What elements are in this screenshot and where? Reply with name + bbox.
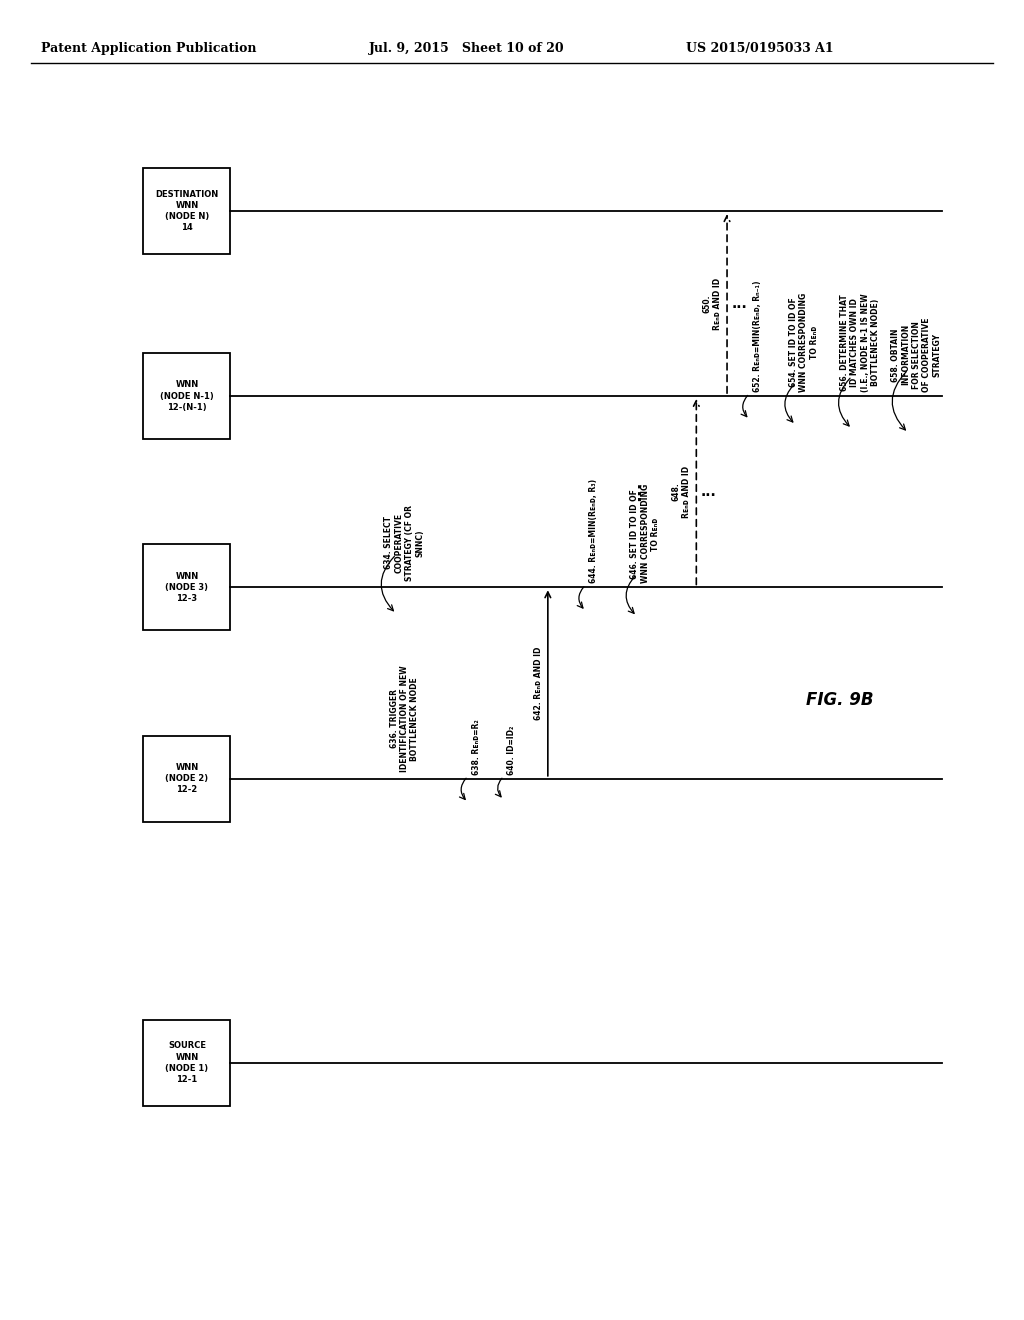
Text: WNN
(NODE 2)
12-2: WNN (NODE 2) 12-2 — [165, 763, 209, 795]
Text: Jul. 9, 2015   Sheet 10 of 20: Jul. 9, 2015 Sheet 10 of 20 — [369, 42, 564, 55]
Text: 638. Rᴇₙᴅ=R₂: 638. Rᴇₙᴅ=R₂ — [472, 719, 480, 775]
Text: SOURCE
WNN
(NODE 1)
12-1: SOURCE WNN (NODE 1) 12-1 — [165, 1041, 209, 1084]
Bar — [143, 737, 230, 821]
Text: 646. SET ID TO ID OF
WNN CORRESPONDING
TO Rᴇₙᴅ: 646. SET ID TO ID OF WNN CORRESPONDING T… — [630, 484, 660, 583]
Text: 648.
Rᴇₙᴅ AND ID: 648. Rᴇₙᴅ AND ID — [672, 466, 691, 517]
Text: ...: ... — [700, 484, 717, 499]
Text: ...: ... — [626, 480, 644, 502]
Text: ...: ... — [731, 297, 748, 310]
Text: WNN
(NODE 3)
12-3: WNN (NODE 3) 12-3 — [166, 572, 208, 603]
Text: 652. Rᴇₙᴅ=MIN(Rᴇₙᴅ, Rₙ₋₁): 652. Rᴇₙᴅ=MIN(Rᴇₙᴅ, Rₙ₋₁) — [754, 281, 762, 392]
Text: DESTINATION
WNN
(NODE N)
14: DESTINATION WNN (NODE N) 14 — [156, 190, 218, 232]
Bar — [143, 354, 230, 438]
Text: 640. ID=ID₂: 640. ID=ID₂ — [508, 726, 516, 775]
Text: 654. SET ID TO ID OF
WNN CORRESPONDING
TO Rᴇₙᴅ: 654. SET ID TO ID OF WNN CORRESPONDING T… — [788, 293, 819, 392]
Bar — [143, 1019, 230, 1106]
Text: FIG. 9B: FIG. 9B — [806, 690, 873, 709]
Text: Patent Application Publication: Patent Application Publication — [41, 42, 256, 55]
Text: 636. TRIGGER
IDENTIFICATION OF NEW
BOTTLENECK NODE: 636. TRIGGER IDENTIFICATION OF NEW BOTTL… — [389, 665, 420, 772]
Text: WNN
(NODE N-1)
12-(N-1): WNN (NODE N-1) 12-(N-1) — [160, 380, 214, 412]
Text: 644. Rᴇₙᴅ=MIN(Rᴇₙᴅ, R₃): 644. Rᴇₙᴅ=MIN(Rᴇₙᴅ, R₃) — [590, 479, 598, 583]
Text: 656. DETERMINE THAT
ID MATCHES OWN ID
(I.E., NODE N-1 IS NEW
BOTTLENECK NODE): 656. DETERMINE THAT ID MATCHES OWN ID (I… — [840, 293, 881, 392]
Bar — [143, 168, 230, 253]
Text: 650.
Rᴇₙᴅ AND ID: 650. Rᴇₙᴅ AND ID — [702, 277, 722, 330]
Text: 642. Rᴇₙᴅ AND ID: 642. Rᴇₙᴅ AND ID — [534, 647, 543, 719]
Text: 634. SELECT
COOPERATIVE
STRATEGY (CF OR
SNNC): 634. SELECT COOPERATIVE STRATEGY (CF OR … — [384, 504, 425, 581]
Bar — [143, 544, 230, 630]
Text: US 2015/0195033 A1: US 2015/0195033 A1 — [686, 42, 834, 55]
Text: 658. OBTAIN
INFORMATION
FOR SELECTION
OF COOPERATIVE
STRATEGY: 658. OBTAIN INFORMATION FOR SELECTION OF… — [891, 318, 942, 392]
